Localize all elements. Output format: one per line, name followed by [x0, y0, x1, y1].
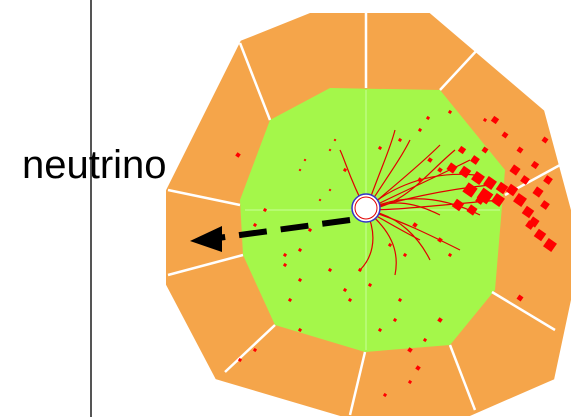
hit [509, 164, 521, 176]
vertex [351, 193, 381, 223]
hit [357, 267, 363, 273]
hit [252, 347, 258, 353]
hit [377, 145, 383, 151]
hit [495, 181, 509, 195]
arrow-head-icon [190, 226, 222, 252]
hit [347, 297, 353, 303]
hit [342, 287, 348, 293]
hit [437, 237, 443, 243]
hit [407, 347, 413, 353]
hit [437, 167, 443, 173]
hit [367, 282, 373, 288]
hit [307, 227, 313, 233]
hit [505, 183, 519, 197]
hit [422, 337, 428, 343]
hit [520, 175, 530, 185]
hit [543, 238, 557, 252]
hit [407, 379, 413, 385]
sector-line [224, 324, 276, 373]
hit [530, 160, 540, 170]
hit [516, 146, 524, 154]
hit [392, 317, 398, 323]
hit [470, 155, 480, 165]
hit [533, 228, 547, 242]
hit [490, 115, 500, 125]
vertex-circle [354, 196, 378, 220]
hit [525, 220, 535, 230]
hit [282, 252, 288, 258]
hit [516, 294, 524, 302]
hit [471, 171, 485, 185]
hit [297, 327, 303, 333]
beam-pipe-circle [351, 193, 381, 223]
sector-line [491, 290, 556, 332]
hit [262, 207, 268, 213]
sector-line [348, 351, 367, 416]
hit [333, 138, 337, 142]
hit [328, 188, 332, 192]
hit [252, 222, 258, 228]
sector-line [167, 253, 244, 277]
hit [466, 204, 478, 216]
hit [397, 137, 403, 143]
hit [235, 152, 241, 158]
hit [491, 193, 505, 207]
hit [417, 127, 423, 133]
sector-line [439, 19, 506, 91]
hit [342, 167, 348, 173]
sector-line [167, 188, 241, 207]
hit [541, 136, 549, 144]
hit [425, 115, 431, 121]
hit [327, 267, 333, 273]
hit [297, 277, 303, 283]
hit [447, 109, 453, 115]
sector-line [238, 42, 272, 121]
hit [297, 247, 303, 253]
hit [513, 193, 527, 207]
hit [402, 252, 408, 258]
hit [298, 168, 302, 172]
hit [417, 177, 423, 183]
missing-energy-arrow [190, 217, 351, 252]
hit [397, 297, 403, 303]
dashed-arrow-left-icon [217, 217, 351, 241]
hit [287, 297, 293, 303]
hit [475, 195, 485, 205]
hit [382, 392, 388, 398]
hit [446, 162, 458, 174]
hit [462, 182, 478, 198]
hit [237, 357, 243, 363]
calorimeter-hits [235, 109, 557, 398]
hit [521, 205, 535, 219]
hit [437, 317, 443, 323]
hit [457, 145, 467, 155]
hit [540, 200, 550, 210]
neutrino-label: neutrino [22, 143, 167, 187]
hit [415, 365, 421, 371]
hit [543, 175, 553, 185]
hit [483, 176, 497, 190]
sector-lines [167, 8, 561, 416]
hit [427, 157, 433, 163]
sector-line [448, 344, 477, 411]
hit [387, 242, 393, 248]
hit [328, 148, 332, 152]
hit [447, 252, 453, 258]
hit [501, 131, 509, 139]
hit [318, 198, 322, 202]
hit [482, 117, 488, 123]
hit [282, 262, 288, 268]
hit [303, 158, 307, 162]
hit [451, 198, 465, 212]
hit [532, 186, 544, 198]
hit [412, 222, 418, 228]
hit [458, 165, 472, 179]
hit [481, 146, 489, 154]
hit [377, 327, 383, 333]
